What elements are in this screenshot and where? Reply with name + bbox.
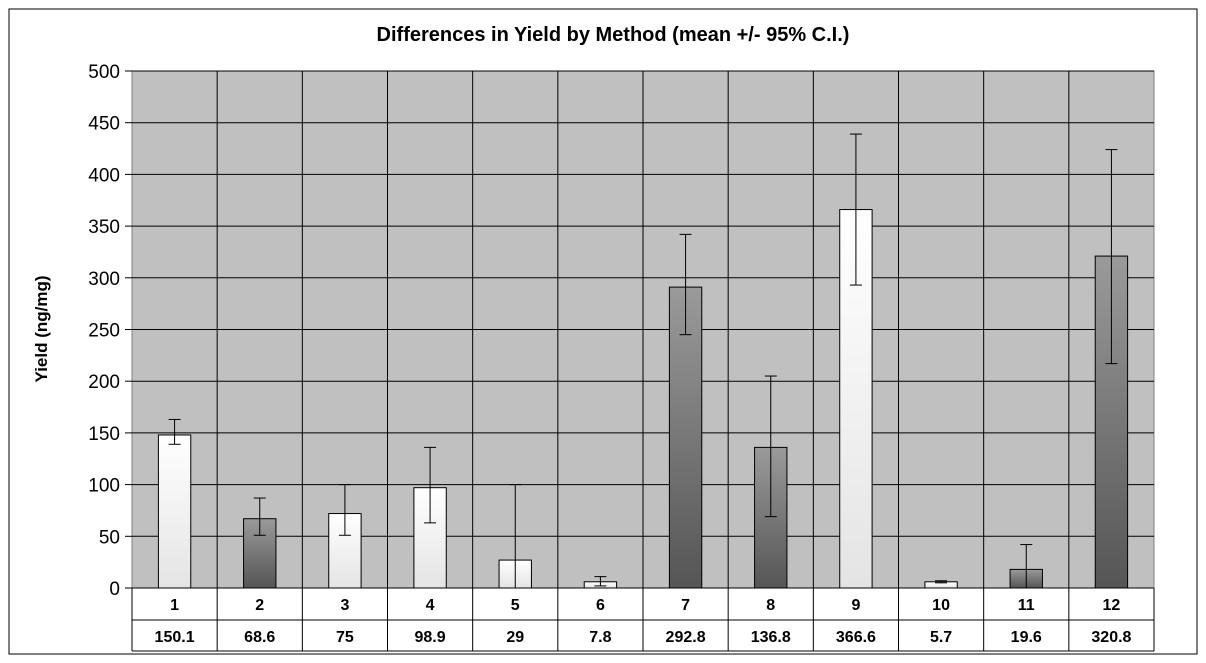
- y-tick-label: 50: [99, 527, 120, 548]
- error-bar-1: [168, 418, 181, 445]
- x-tick-label: 5: [511, 597, 520, 614]
- x-tick-label: 2: [255, 597, 264, 614]
- data-table-value: 320.8: [1091, 629, 1131, 646]
- y-tick-label: 400: [88, 165, 120, 186]
- bar-1: [157, 434, 192, 589]
- x-tick-label: 8: [766, 597, 775, 614]
- error-bar-2: [253, 497, 266, 536]
- data-table-value: 19.6: [1011, 629, 1042, 646]
- data-table-value: 98.9: [415, 629, 446, 646]
- x-tick-label: 4: [426, 597, 435, 614]
- y-tick-label: 150: [88, 424, 120, 445]
- error-bar-3: [338, 484, 351, 536]
- error-bar-8: [764, 375, 777, 518]
- error-bar-11: [1020, 544, 1033, 589]
- data-table: 1 150.1 2 68.6 3 75 4 98.9 5 29 6 7.8 7 292.8 8 136.8 9 3…: [131, 588, 1155, 652]
- error-bar-7: [679, 233, 692, 336]
- x-tick-label: 11: [1018, 597, 1035, 614]
- data-table-value: 7.8: [589, 629, 611, 646]
- y-tick-labels: 0 50 100 150 200 250 300 350 400 450 500: [88, 62, 120, 600]
- bar-7: [668, 286, 703, 589]
- chart-title: Differences in Yield by Method (mean +/-…: [377, 24, 850, 46]
- y-tick-label: 350: [88, 217, 120, 238]
- error-bar-6: [594, 576, 607, 587]
- data-table-value: 68.6: [244, 629, 275, 646]
- x-tick-label: 7: [681, 597, 690, 614]
- error-bar-5: [509, 484, 522, 589]
- data-table-value: 5.7: [930, 629, 952, 646]
- x-tick-label: 9: [851, 597, 860, 614]
- data-table-value: 29: [506, 629, 524, 646]
- y-tick-label: 200: [88, 372, 120, 393]
- y-tick-label: 450: [88, 114, 120, 135]
- x-tick-label: 1: [170, 597, 179, 614]
- x-tick-label: 6: [596, 597, 605, 614]
- error-bar-10: [935, 580, 948, 584]
- error-bars: [168, 133, 1118, 589]
- error-bar-12: [1105, 149, 1118, 365]
- x-tick-label: 3: [340, 597, 349, 614]
- error-bar-4: [424, 446, 437, 524]
- y-tick-label: 100: [88, 476, 120, 497]
- data-table-value: 75: [336, 629, 354, 646]
- x-tick-label: 12: [1103, 597, 1121, 614]
- y-tick-label: 500: [88, 62, 120, 83]
- data-table-value: 150.1: [155, 629, 195, 646]
- data-table-value: 136.8: [751, 629, 791, 646]
- y-axis-label: Yield (ng/mg): [32, 275, 51, 382]
- y-tick-label: 0: [109, 579, 120, 600]
- data-table-value: 292.8: [666, 629, 706, 646]
- x-tick-label: 10: [932, 597, 950, 614]
- y-tick-label: 250: [88, 321, 120, 342]
- y-tick-label: 300: [88, 269, 120, 290]
- data-table-value: 366.6: [836, 629, 876, 646]
- error-bar-9: [849, 133, 862, 286]
